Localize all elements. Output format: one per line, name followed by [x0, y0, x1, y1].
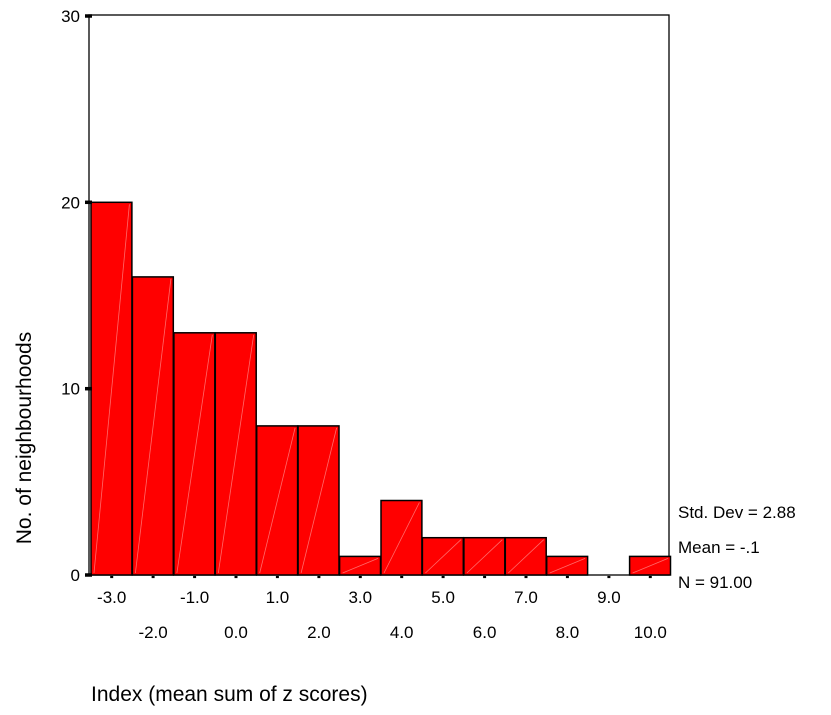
bar-hatch-line	[508, 539, 544, 574]
bars-group	[90, 201, 672, 576]
bar-hatch-line	[466, 539, 503, 574]
x-tick-label: 10.0	[634, 623, 667, 642]
bar-hatch-line	[342, 558, 379, 574]
stat-mean: Mean = -.1	[678, 538, 760, 557]
bar-hatch-line	[425, 539, 462, 574]
bar-hatch-line	[549, 558, 586, 574]
y-axis-title: No. of neighbourhoods	[13, 332, 36, 545]
bar-hatch-line	[259, 427, 296, 574]
x-tick-label: 5.0	[431, 588, 455, 607]
x-tick-label: 4.0	[390, 623, 414, 642]
bar-hatch-line	[135, 278, 172, 574]
x-tick-label: -3.0	[97, 588, 126, 607]
bar-hatch-line	[217, 334, 255, 574]
bar-hatch-line	[632, 558, 669, 574]
x-axis-ticks: -3.0 -2.0 -1.0 0.0 1.0 2.0 3.0 4.0 5.0 6.0 7.0 8.0 9…	[97, 575, 667, 642]
x-tick-label: 6.0	[473, 623, 497, 642]
y-tick-label: 10	[61, 380, 80, 399]
x-tick-label: 2.0	[307, 623, 331, 642]
x-tick-label: 8.0	[556, 623, 580, 642]
x-tick-label: -2.0	[138, 623, 167, 642]
x-tick-label: 3.0	[348, 588, 372, 607]
x-axis-title: Index (mean sum of z scores)	[91, 683, 368, 706]
bar-hatch-line	[300, 427, 337, 574]
y-axis-ticks: 0 10 20 30	[61, 7, 92, 585]
x-tick-label: 7.0	[514, 588, 538, 607]
x-tick-label: 1.0	[266, 588, 290, 607]
bar-hatch-line	[383, 502, 420, 574]
y-tick-label: 20	[61, 193, 80, 212]
x-tick-label: 9.0	[597, 588, 621, 607]
stat-std-dev: Std. Dev = 2.88	[678, 503, 796, 522]
y-tick-label: 0	[71, 566, 80, 585]
bar-hatch-line	[93, 204, 130, 574]
x-tick-label: 0.0	[224, 623, 248, 642]
stat-n: N = 91.00	[678, 573, 752, 592]
bar-hatch-line	[176, 334, 213, 574]
x-tick-label: -1.0	[180, 588, 209, 607]
y-tick-label: 30	[61, 7, 80, 26]
